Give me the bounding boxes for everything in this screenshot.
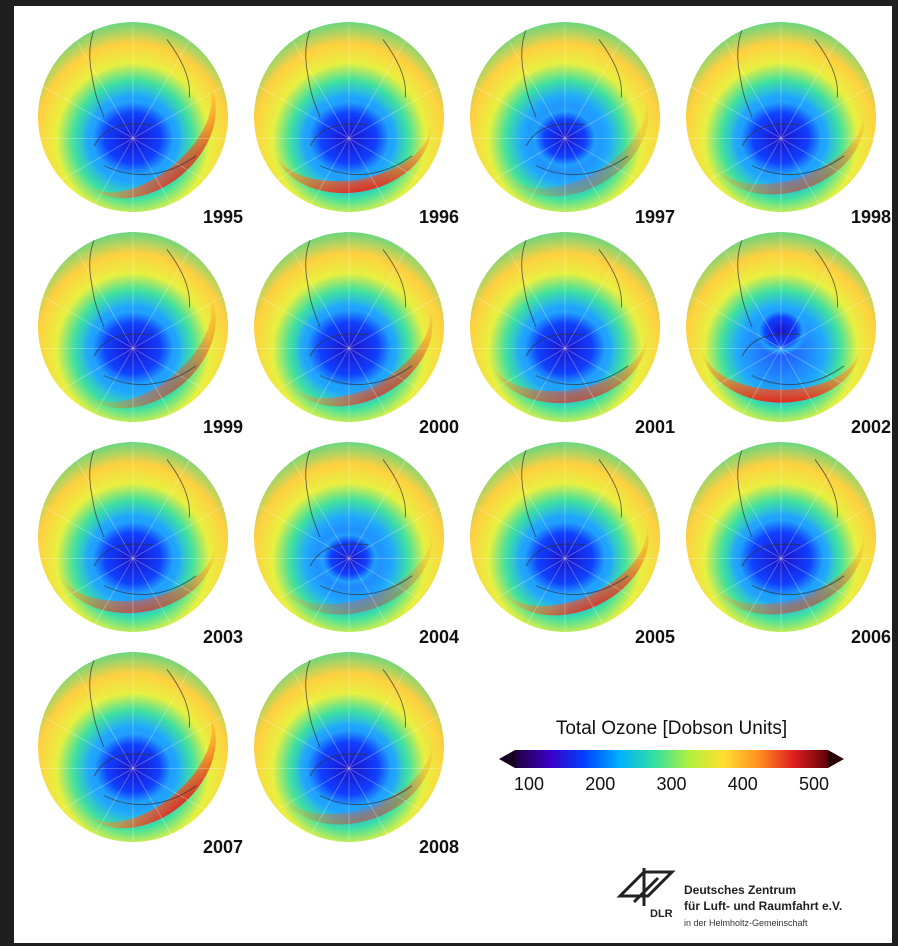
coastline xyxy=(737,239,845,385)
year-label: 2006 xyxy=(850,627,891,647)
ozone-globe xyxy=(685,441,877,633)
year-label: 1996 xyxy=(418,207,459,227)
ozone-hole xyxy=(527,104,603,173)
year-label: 2007 xyxy=(202,837,243,857)
ozone-globe xyxy=(253,21,445,213)
year-label: 1995 xyxy=(202,207,243,227)
ozone-figure: 1995 1996 1997 1998 1999 2000 2001 2002 2003 2004… xyxy=(14,6,892,943)
ozone-map-2008: 2008 xyxy=(250,648,465,858)
ozone-globe xyxy=(469,231,661,423)
colorbar-tick-label: 100 xyxy=(513,774,545,794)
colorbar-max-arrow xyxy=(828,750,844,768)
year-label: 2000 xyxy=(418,417,459,437)
ozone-hole xyxy=(82,512,184,604)
logo-line-2: für Luft- und Raumfahrt e.V. xyxy=(684,899,843,913)
ozone-map-2001: 2001 xyxy=(466,228,681,438)
ozone-map-2003: 2003 xyxy=(34,438,249,648)
coastline xyxy=(305,29,413,175)
year-label: 2002 xyxy=(850,417,891,437)
ozone-hole xyxy=(730,92,832,184)
ozone-hole xyxy=(753,305,809,356)
legend-title: Total Ozone [Dobson Units] xyxy=(555,718,788,739)
ozone-hole xyxy=(85,725,181,812)
ozone-map-2004: 2004 xyxy=(250,438,465,648)
coastline xyxy=(89,239,197,385)
ozone-globe xyxy=(253,231,445,423)
ozone-globe xyxy=(469,21,661,213)
ozone-map-1999: 1999 xyxy=(34,228,249,438)
ozone-globe xyxy=(37,21,229,213)
ozone-hole xyxy=(296,300,402,397)
colorbar-tick-label: 200 xyxy=(585,774,616,794)
colorbar-tick-label: 300 xyxy=(656,774,687,794)
ozone-hole xyxy=(514,302,616,394)
year-label: 2004 xyxy=(418,627,459,647)
year-label: 2001 xyxy=(634,417,675,437)
ozone-map-1997: 1997 xyxy=(466,18,681,228)
ozone-hole xyxy=(82,92,184,184)
year-label: 1998 xyxy=(850,207,891,227)
coastline xyxy=(521,29,629,175)
year-label: 1997 xyxy=(634,207,675,227)
ozone-map-2006: 2006 xyxy=(682,438,897,648)
ozone-hole xyxy=(296,720,402,817)
ozone-map-1998: 1998 xyxy=(682,18,897,228)
ozone-hole xyxy=(316,528,382,588)
year-label: 2008 xyxy=(418,837,459,857)
coastline xyxy=(521,239,629,385)
ozone-hole xyxy=(514,512,616,604)
ozone-globe xyxy=(253,441,445,633)
ozone-hole xyxy=(298,92,400,184)
coastline xyxy=(737,449,845,595)
dlr-acronym: DLR xyxy=(650,908,673,920)
colorbar-gradient xyxy=(515,750,828,768)
colorbar-tick-label: 400 xyxy=(727,774,758,794)
ozone-map-2000: 2000 xyxy=(250,228,465,438)
year-label: 2005 xyxy=(634,627,675,647)
ozone-map-1995: 1995 xyxy=(34,18,249,228)
ozone-globe xyxy=(253,651,445,843)
ozone-globe xyxy=(685,21,877,213)
year-label: 2003 xyxy=(202,627,243,647)
colorbar xyxy=(499,750,844,768)
coastline xyxy=(737,29,845,175)
coastline xyxy=(89,659,197,805)
ozone-hole xyxy=(82,302,184,394)
coastline xyxy=(305,659,413,805)
coastline xyxy=(521,449,629,595)
ozone-globe xyxy=(685,231,877,423)
ozone-map-1996: 1996 xyxy=(250,18,465,228)
colorbar-ticks: 100 200 300 400 500 xyxy=(499,774,844,798)
coastline xyxy=(89,449,197,595)
ozone-globe xyxy=(37,441,229,633)
year-label: 1999 xyxy=(202,417,243,437)
ozone-map-2005: 2005 xyxy=(466,438,681,648)
coastline xyxy=(305,239,413,385)
ozone-map-2007: 2007 xyxy=(34,648,249,858)
colorbar-legend: Total Ozone [Dobson Units] 100 200 300 400 5… xyxy=(499,718,844,798)
dlr-emblem-icon xyxy=(616,868,676,906)
coastline xyxy=(305,449,413,595)
logo-line-1: Deutsches Zentrum xyxy=(684,883,797,897)
coastline xyxy=(89,29,197,175)
colorbar-tick-label: 500 xyxy=(798,774,830,794)
ozone-globe xyxy=(37,651,229,843)
ozone-globe xyxy=(37,231,229,423)
colorbar-min-arrow xyxy=(499,750,515,768)
logo-line-3: in der Helmholtz-Gemeinschaft xyxy=(684,918,808,928)
ozone-hole xyxy=(728,510,834,607)
dlr-logo: DLR Deutsches Zentrum für Luft- und Raum… xyxy=(614,866,894,946)
ozone-map-2002: 2002 xyxy=(682,228,897,438)
ozone-globe xyxy=(469,441,661,633)
